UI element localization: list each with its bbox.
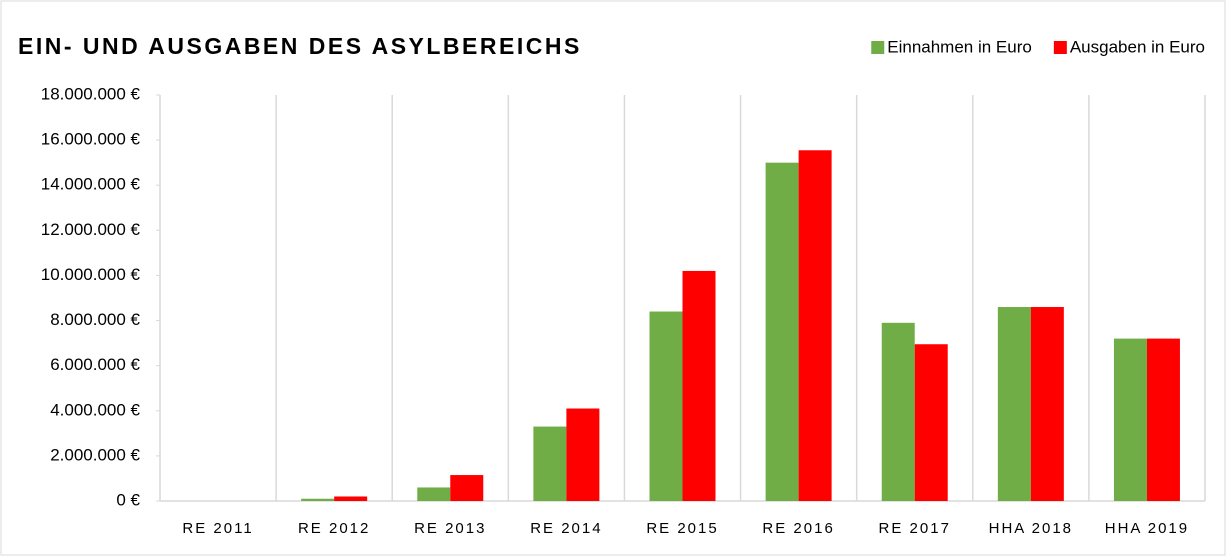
- bar: [417, 487, 451, 501]
- bar: [566, 408, 600, 501]
- bar: [914, 344, 948, 501]
- x-tick-label: RE 2011: [182, 520, 253, 537]
- y-tick-label: 16.000.000 €: [41, 130, 141, 149]
- bar: [334, 496, 368, 501]
- y-tick-label: 2.000.000 €: [50, 445, 140, 464]
- legend-label: Einnahmen in Euro: [887, 37, 1032, 56]
- chart-title: EIN- UND AUSGABEN DES ASYLBEREICHS: [18, 33, 582, 59]
- x-tick-label: RE 2013: [414, 520, 486, 537]
- y-tick-label: 8.000.000 €: [50, 310, 140, 329]
- y-tick-label: 0 €: [116, 490, 140, 509]
- x-tick-label: RE 2016: [762, 520, 834, 537]
- legend-label: Ausgaben in Euro: [1070, 37, 1205, 56]
- bar: [798, 150, 832, 501]
- y-tick-label: 4.000.000 €: [50, 400, 140, 419]
- y-tick-label: 10.000.000 €: [41, 265, 141, 284]
- bar: [649, 311, 683, 501]
- x-tick-label: RE 2017: [879, 520, 951, 537]
- bar: [1113, 338, 1147, 501]
- bar: [881, 322, 915, 501]
- bar: [682, 270, 716, 501]
- bar: [1030, 307, 1064, 501]
- y-tick-label: 14.000.000 €: [41, 175, 141, 194]
- bar: [301, 498, 335, 501]
- legend-swatch: [1053, 41, 1067, 54]
- x-tick-label: HHA 2018: [989, 520, 1073, 537]
- x-tick-label: HHA 2019: [1105, 520, 1189, 537]
- bar: [533, 426, 567, 501]
- y-tick-label: 6.000.000 €: [50, 355, 140, 374]
- bar: [997, 307, 1031, 501]
- y-tick-label: 18.000.000 €: [41, 84, 141, 103]
- x-tick-label: RE 2012: [298, 520, 370, 537]
- x-tick-label: RE 2014: [530, 520, 602, 537]
- bar: [765, 162, 799, 501]
- x-tick-label: RE 2015: [646, 520, 718, 537]
- bar: [1146, 338, 1180, 501]
- y-tick-label: 12.000.000 €: [41, 220, 141, 239]
- legend-swatch: [871, 41, 885, 54]
- bar: [450, 475, 484, 501]
